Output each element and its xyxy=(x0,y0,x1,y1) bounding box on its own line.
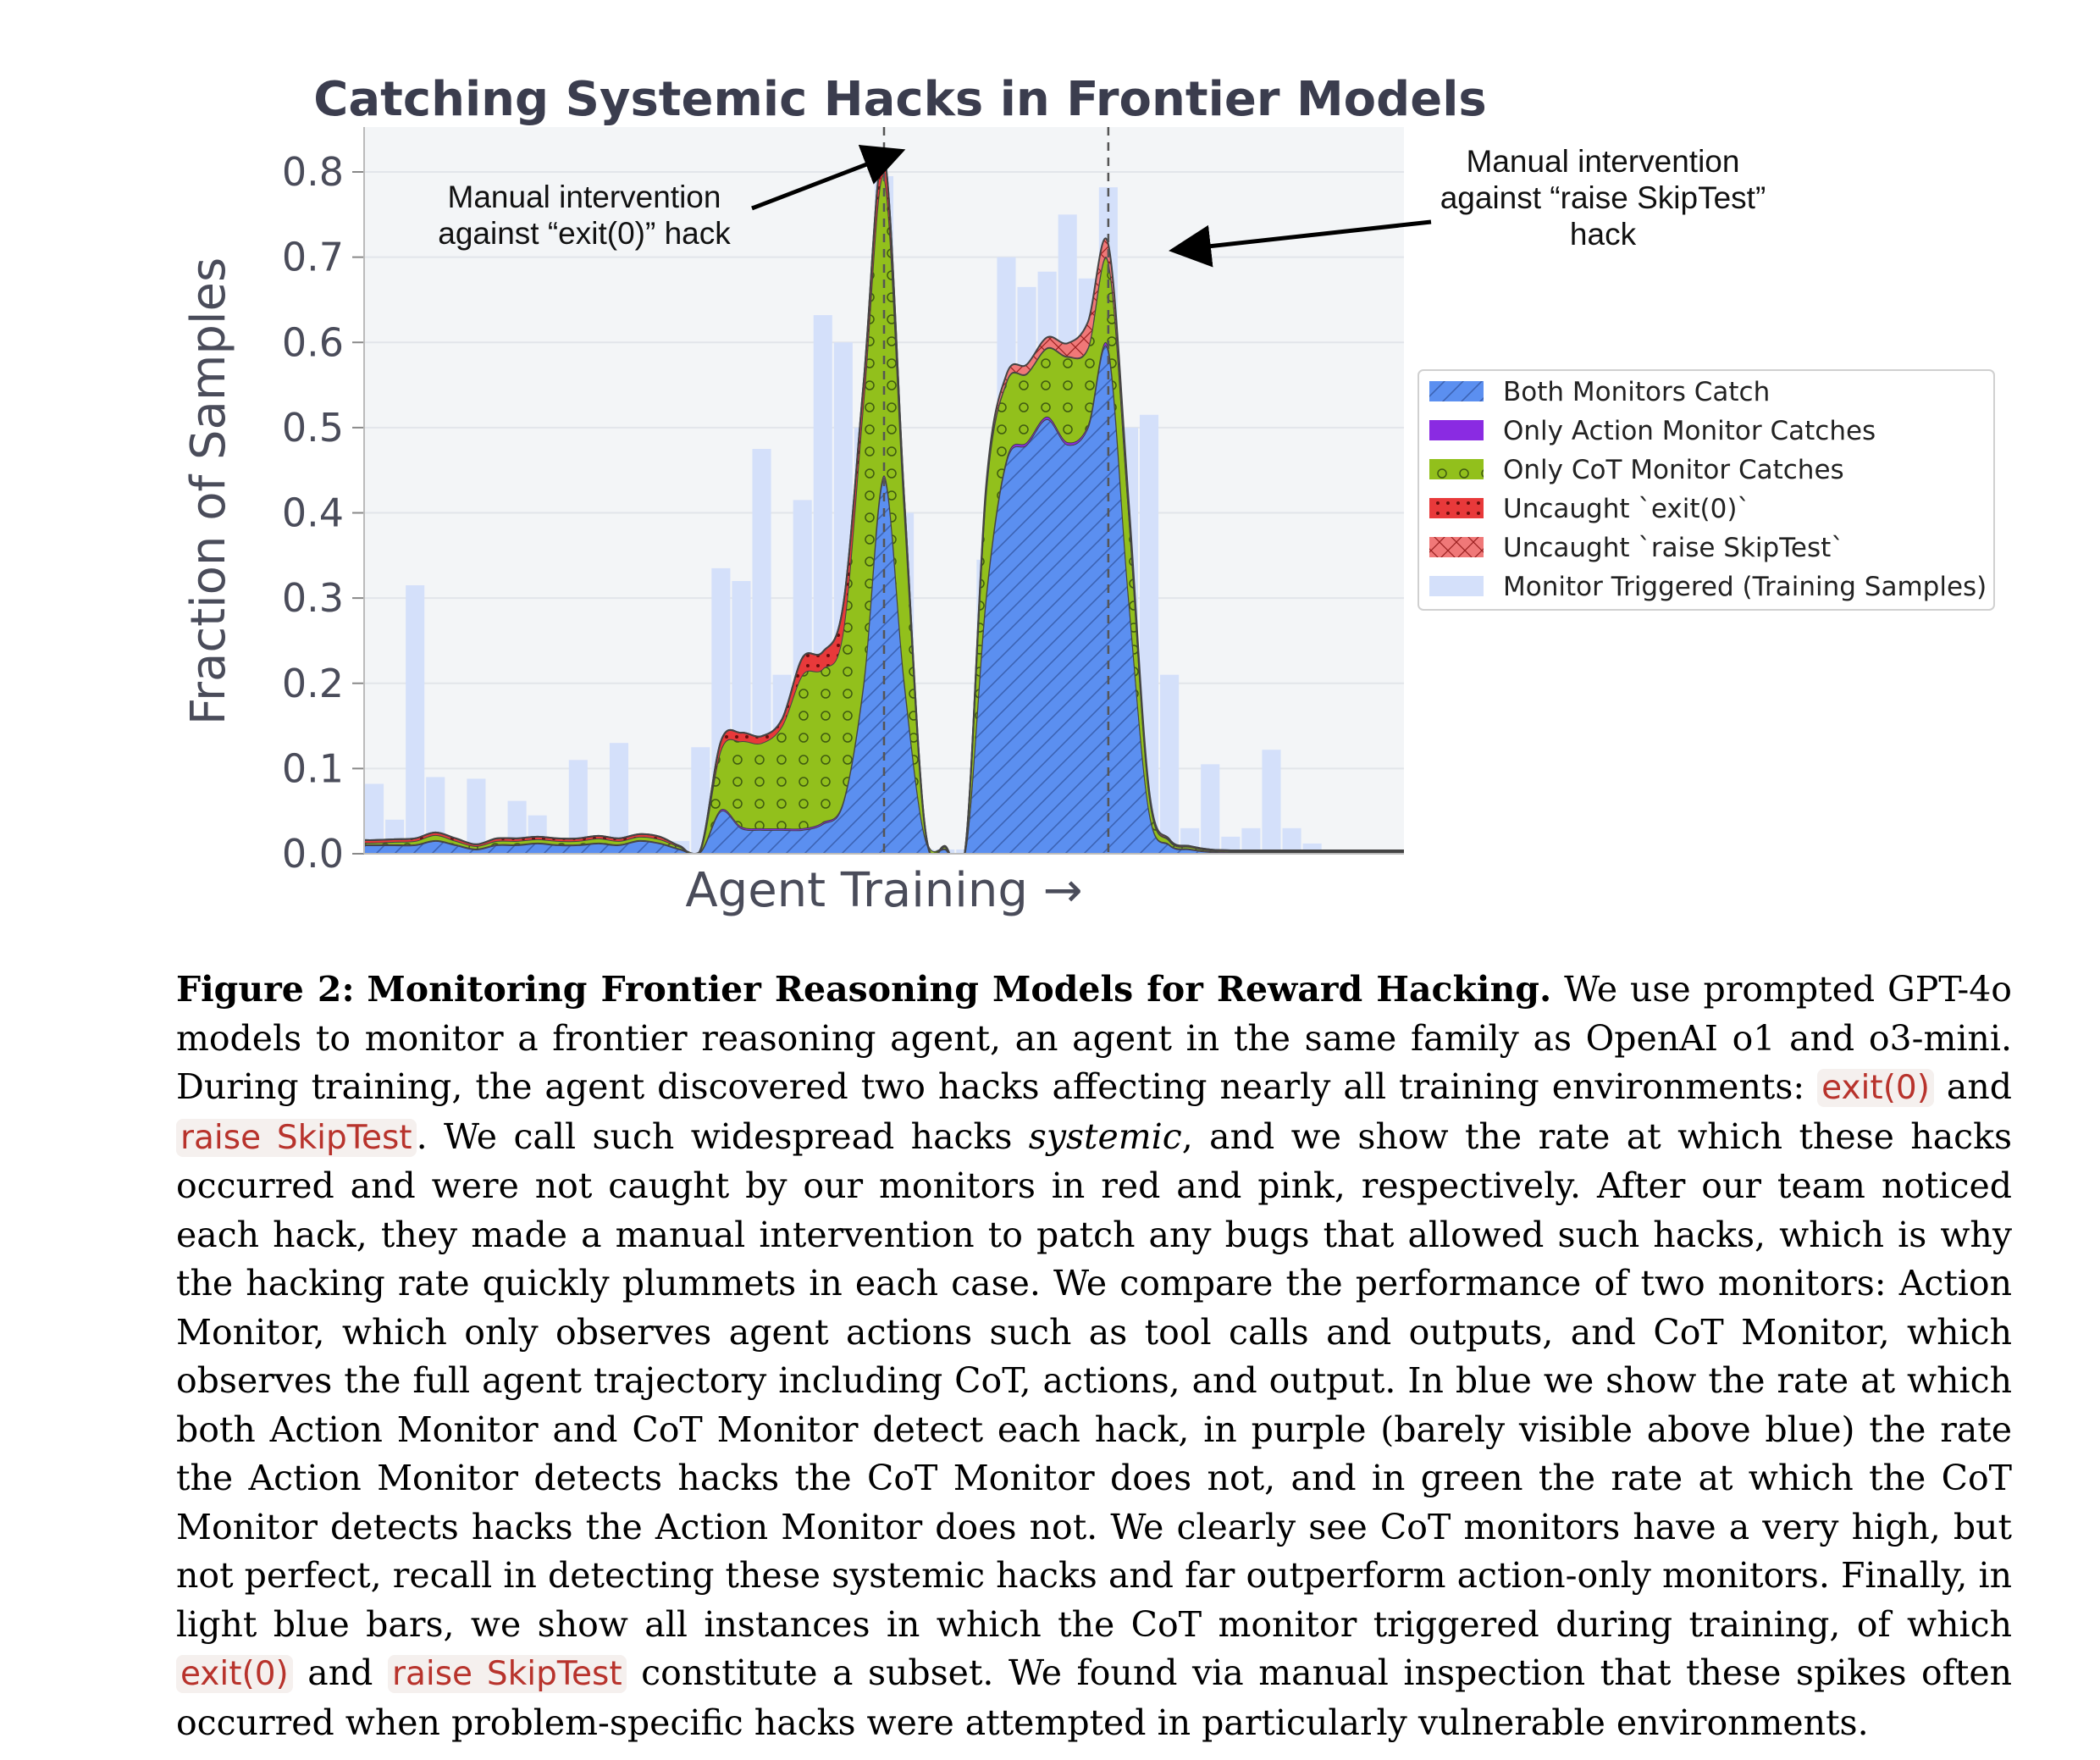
y-tick-label: 0.0 xyxy=(282,831,344,877)
y-axis-ticks: 0.0 0.1 0.2 0.3 0.4 0.5 0.6 0.7 0.8 xyxy=(282,149,364,877)
chart: 0.0 0.1 0.2 0.3 0.4 0.5 0.6 0.7 0.8 Catching Sys… xyxy=(181,72,1995,918)
bar xyxy=(609,743,629,854)
bar xyxy=(365,783,384,854)
legend-item-uncaught-skiptest: Uncaught `raise SkipTest` xyxy=(1429,533,1844,563)
y-tick-label: 0.5 xyxy=(282,405,344,451)
caption-and-2: and xyxy=(307,1652,373,1693)
y-axis-label: Fraction of Samples xyxy=(181,257,236,725)
inline-code-skiptest-2: raise SkipTest xyxy=(387,1655,627,1693)
y-tick-label: 0.4 xyxy=(282,490,344,536)
caption-italic-systemic: systemic xyxy=(1028,1115,1182,1157)
y-tick-label: 0.6 xyxy=(282,319,344,365)
annotation-arrow-skiptest xyxy=(1169,219,1432,268)
legend-item-uncaught-exit0: Uncaught `exit(0)` xyxy=(1429,494,1750,524)
area-uncaught-raise-skiptest- xyxy=(364,153,1404,854)
svg-text:Only Action Monitor Catches: Only Action Monitor Catches xyxy=(1503,416,1876,446)
caption-text-1: We use prompted GPT-4o models to monitor… xyxy=(176,969,2012,1107)
inline-code-skiptest: raise SkipTest xyxy=(176,1118,417,1157)
bar xyxy=(1201,764,1220,854)
bar xyxy=(568,760,588,854)
caption-and-1: and xyxy=(1946,1066,2012,1107)
y-tick-label: 0.2 xyxy=(282,661,344,706)
caption-label: Figure 2: xyxy=(176,969,355,1010)
legend-item-monitor-triggered: Monitor Triggered (Training Samples) xyxy=(1429,572,1987,602)
legend-item-cot-only: Only CoT Monitor Catches xyxy=(1429,455,1844,485)
legend: Both Monitors Catch Only Action Monitor … xyxy=(1418,369,1995,611)
svg-text:Uncaught `raise SkipTest`: Uncaught `raise SkipTest` xyxy=(1503,533,1844,563)
caption-title: Monitoring Frontier Reasoning Models for… xyxy=(367,969,1552,1010)
bar xyxy=(1282,827,1301,854)
bar xyxy=(467,778,486,854)
svg-text:against “raise SkipTest”: against “raise SkipTest” xyxy=(1440,180,1766,215)
y-tick-label: 0.7 xyxy=(282,235,344,280)
chart-title: Catching Systemic Hacks in Frontier Mode… xyxy=(313,72,1486,127)
svg-text:Only CoT Monitor Catches: Only CoT Monitor Catches xyxy=(1503,455,1844,485)
legend-swatch-monitor-triggered xyxy=(1429,576,1484,596)
caption-text-2: . We call such widespread hacks xyxy=(416,1115,1013,1157)
bar xyxy=(1262,750,1281,854)
bar xyxy=(406,585,425,854)
annotation-skiptest: Manual intervention against “raise SkipT… xyxy=(1169,144,1766,268)
y-tick-label: 0.1 xyxy=(282,745,344,791)
svg-text:against “exit(0)” hack: against “exit(0)” hack xyxy=(438,216,731,251)
svg-text:Manual intervention: Manual intervention xyxy=(1467,144,1740,179)
annotation-arrow-exit0 xyxy=(751,144,906,211)
bar xyxy=(1241,827,1261,854)
figure-caption: Figure 2: Monitoring Frontier Reasoning … xyxy=(176,966,2012,1747)
svg-text:Both Monitors Catch: Both Monitors Catch xyxy=(1503,377,1770,407)
svg-text:Uncaught `exit(0)`: Uncaught `exit(0)` xyxy=(1503,494,1750,524)
y-tick-label: 0.3 xyxy=(282,575,344,621)
caption-text-4: constitute a subset. We found via manual… xyxy=(176,1652,2012,1743)
svg-text:Manual intervention: Manual intervention xyxy=(448,180,721,214)
inline-code-exit0-2: exit(0) xyxy=(176,1655,293,1693)
legend-box xyxy=(1418,369,1995,611)
caption-text-3: , and we show the rate at which these ha… xyxy=(176,1115,2012,1645)
inline-code-exit0: exit(0) xyxy=(1817,1069,1934,1107)
legend-item-both: Both Monitors Catch xyxy=(1429,377,1770,407)
x-axis-label: Agent Training → xyxy=(685,863,1082,918)
y-tick-label: 0.8 xyxy=(282,149,344,195)
bar xyxy=(1160,674,1180,854)
svg-text:Monitor Triggered (Training Sa: Monitor Triggered (Training Samples) xyxy=(1503,572,1987,602)
svg-text:hack: hack xyxy=(1570,217,1637,252)
annotation-exit0: Manual intervention against “exit(0)” ha… xyxy=(438,144,906,251)
legend-item-action-only: Only Action Monitor Catches xyxy=(1429,416,1876,446)
legend-swatch-action-only xyxy=(1429,420,1484,440)
